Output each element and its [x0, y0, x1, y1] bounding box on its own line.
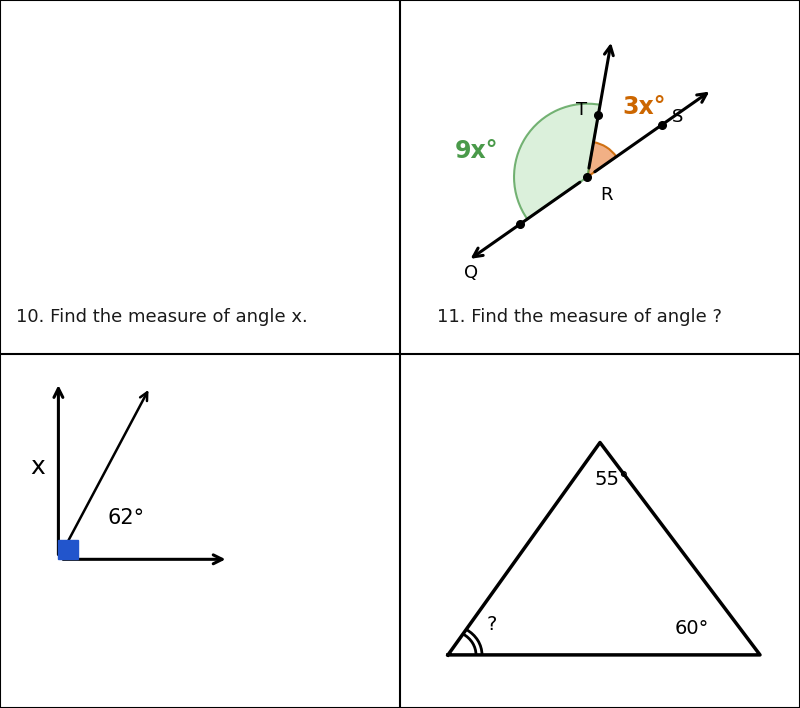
Text: ?: ?	[487, 615, 497, 634]
Text: Q: Q	[464, 264, 478, 282]
Bar	[58, 539, 78, 559]
Text: 3x°: 3x°	[622, 95, 666, 119]
Text: 11. Find the measure of angle ?: 11. Find the measure of angle ?	[437, 308, 722, 326]
Text: x: x	[30, 455, 45, 479]
Text: R: R	[600, 185, 613, 204]
Text: T: T	[575, 101, 586, 119]
Wedge shape	[514, 103, 600, 219]
Text: 10. Find the measure of angle x.: 10. Find the measure of angle x.	[16, 308, 308, 326]
Text: S: S	[672, 108, 683, 126]
Text: 9x°: 9x°	[454, 139, 498, 163]
Text: 60°: 60°	[675, 619, 709, 638]
Wedge shape	[587, 142, 616, 177]
Text: 55°: 55°	[594, 470, 630, 489]
Text: 62°: 62°	[108, 508, 145, 528]
